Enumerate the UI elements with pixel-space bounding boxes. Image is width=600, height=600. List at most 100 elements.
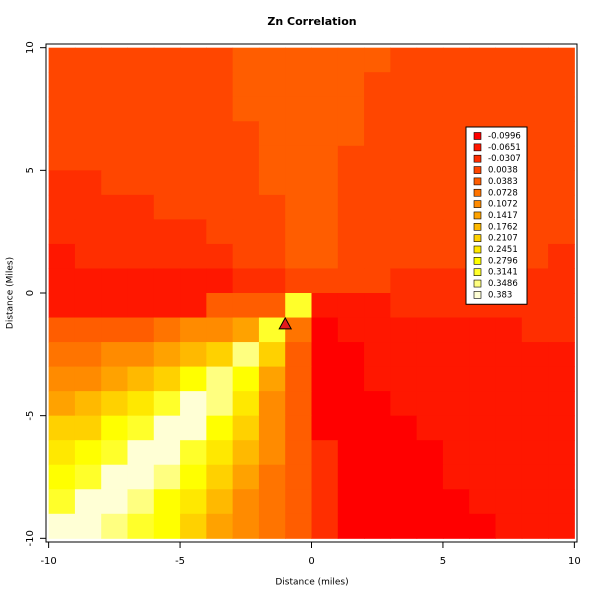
heat-cell [390, 366, 418, 392]
heat-cell [153, 317, 181, 343]
heat-cell [258, 342, 286, 368]
heat-cell [285, 293, 312, 319]
heat-cell [48, 366, 76, 392]
heat-cell [153, 513, 181, 539]
heat-cell [495, 513, 523, 539]
heat-cell [232, 293, 260, 319]
legend-label: 0.0383 [488, 177, 518, 187]
y-axis-label: Distance (Miles) [6, 257, 16, 329]
heat-cell [364, 170, 391, 196]
heat-cell [337, 47, 365, 73]
heat-cell [48, 391, 76, 417]
heat-cell [232, 415, 260, 441]
heat-cell [206, 72, 234, 98]
legend-label: 0.1417 [488, 211, 518, 221]
heat-cell [337, 170, 365, 196]
heat-cell [48, 268, 76, 294]
heat-cell [127, 317, 155, 343]
heat-cell [180, 219, 207, 245]
heat-cell [232, 47, 260, 73]
heat-cell [311, 268, 339, 294]
heat-cell [337, 391, 365, 417]
legend-swatch [473, 257, 482, 265]
heat-cell [416, 415, 444, 441]
heat-cell [101, 317, 128, 343]
heat-cell [416, 268, 444, 294]
heat-cell [48, 243, 76, 269]
heat-cell [311, 342, 339, 368]
heat-cell [416, 464, 444, 490]
heat-cell [364, 96, 391, 122]
heat-cell [548, 145, 575, 171]
heat-cell [153, 121, 181, 147]
heat-cell [442, 317, 470, 343]
heat-cell [364, 121, 391, 147]
heat-cell [153, 194, 181, 220]
heat-cell [548, 243, 575, 269]
heat-cell [232, 342, 260, 368]
heat-cell [469, 415, 497, 441]
x-tick-label: 5 [440, 556, 446, 567]
heat-cell [311, 47, 339, 73]
heat-cell [416, 391, 444, 417]
heat-cell [180, 342, 207, 368]
heat-cell [364, 366, 391, 392]
heat-cell [285, 513, 312, 539]
heat-cell [548, 317, 575, 343]
heat-cell [258, 268, 286, 294]
heat-cell [127, 219, 155, 245]
heat-cell [258, 121, 286, 147]
heat-cell [180, 317, 207, 343]
heat-cell [416, 293, 444, 319]
heat-cell [311, 170, 339, 196]
heat-cell [390, 440, 418, 466]
heat-cell [206, 219, 234, 245]
heat-cell [364, 342, 391, 368]
heat-cell [364, 268, 391, 294]
heat-cell [127, 342, 155, 368]
heat-cell [74, 342, 102, 368]
heat-cell [364, 489, 391, 515]
heat-cell [258, 170, 286, 196]
heat-cell [153, 391, 181, 417]
heat-cell [521, 464, 549, 490]
legend-swatch [473, 177, 482, 186]
heat-cell [390, 194, 418, 220]
heat-cell [416, 342, 444, 368]
heat-cell [153, 72, 181, 98]
heat-cell [258, 317, 286, 343]
heat-cell [337, 440, 365, 466]
heat-cell [337, 366, 365, 392]
heat-cell [74, 489, 102, 515]
heat-cell [469, 96, 497, 122]
heat-cell [364, 194, 391, 220]
heat-cell [390, 121, 418, 147]
heat-cell [127, 391, 155, 417]
legend-swatch [473, 132, 482, 140]
heat-cell [206, 464, 234, 490]
heat-cell [337, 293, 365, 319]
heat-cell [232, 219, 260, 245]
heat-cell [521, 391, 549, 417]
heat-cell [285, 366, 312, 392]
heat-cell [548, 366, 575, 392]
heat-cell [153, 268, 181, 294]
heat-cell [548, 72, 575, 98]
heat-cell [153, 440, 181, 466]
heat-cell [311, 366, 339, 392]
heat-cell [74, 513, 102, 539]
heat-cell [180, 194, 207, 220]
heat-cell [285, 243, 312, 269]
heat-cell [311, 464, 339, 490]
heat-cell [442, 366, 470, 392]
point-marker [278, 316, 293, 330]
heat-cell [206, 96, 234, 122]
heat-cell [548, 440, 575, 466]
heat-cell [180, 170, 207, 196]
legend-label: 0.2451 [488, 245, 518, 255]
heat-cell [311, 121, 339, 147]
legend-swatch [473, 154, 482, 163]
heat-cell [442, 219, 470, 245]
heat-cell [180, 440, 207, 466]
heat-cell [495, 391, 523, 417]
